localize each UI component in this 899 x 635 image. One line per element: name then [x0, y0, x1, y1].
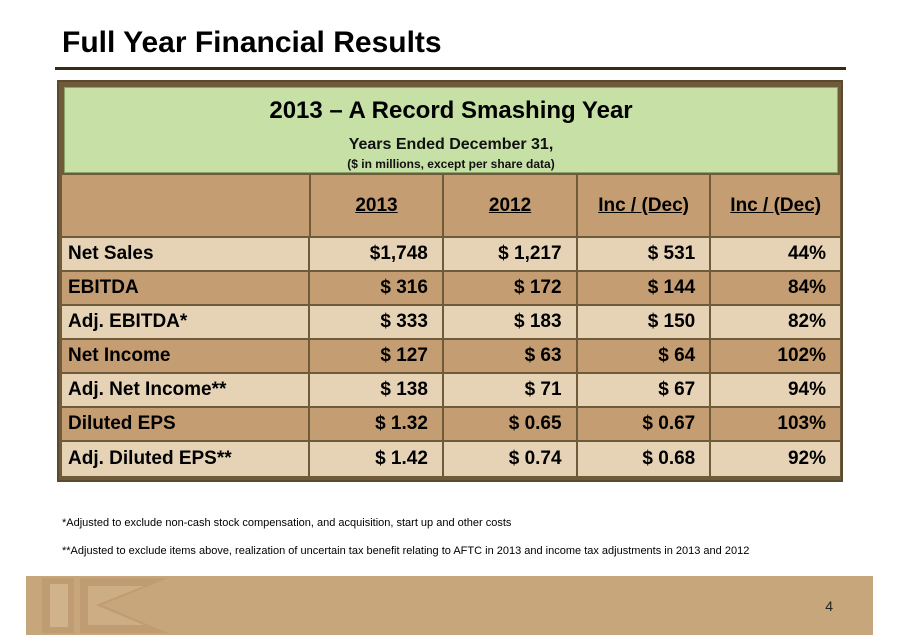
table-row: Diluted EPS $ 1.32 $ 0.65 $ 0.67 103% [62, 408, 840, 442]
table-title: 2013 – A Record Smashing Year [269, 97, 633, 124]
column-header-inc-amount: Inc / (Dec) [578, 175, 712, 236]
title-divider [55, 67, 846, 70]
cell-inc-amount: $ 0.68 [578, 442, 712, 476]
cell-inc-percent: 82% [787, 311, 826, 332]
cell-2013: $ 1.32 [310, 408, 444, 440]
row-label: Adj. EBITDA* [62, 306, 311, 338]
cell-inc-amount: $ 67 [578, 374, 712, 406]
cell-inc-percent: 103% [777, 413, 826, 434]
cell-inc-amount: $ 150 [578, 306, 712, 338]
cell-2012: $ 71 [444, 374, 578, 406]
table-row: Adj. EBITDA* $ 333 $ 183 $ 150 82% [62, 306, 840, 340]
cell-inc-amount: $ 64 [578, 340, 712, 372]
table-header: 2013 – A Record Smashing Year Years Ende… [64, 87, 838, 173]
cell-inc-percent: 44% [787, 243, 826, 264]
row-label: Net Sales [62, 238, 311, 270]
cell-inc-amount: $ 0.67 [578, 408, 712, 440]
cell-2012: $ 63 [444, 340, 578, 372]
cell-inc-percent: 102% [777, 345, 826, 366]
cell-2012: $ 0.74 [444, 442, 578, 476]
footnotes: *Adjusted to exclude non-cash stock comp… [62, 516, 762, 558]
cell-2013: $ 127 [310, 340, 444, 372]
column-header-2013: 2013 [311, 175, 445, 236]
results-table: 2013 – A Record Smashing Year Years Ende… [57, 80, 843, 482]
table-row: Adj. Diluted EPS** $ 1.42 $ 0.74 $ 0.68 … [62, 442, 840, 476]
row-label: Adj. Diluted EPS** [62, 442, 311, 476]
table-row: EBITDA $ 316 $ 172 $ 144 84% [62, 272, 840, 306]
cell-2013: $ 333 [310, 306, 444, 338]
table-subtitle: Years Ended December 31, [348, 136, 554, 153]
row-label: EBITDA [62, 272, 311, 304]
column-header-label [62, 175, 311, 236]
footnote-adjusted-net: **Adjusted to exclude items above, reali… [62, 545, 750, 557]
cell-2012: $ 1,217 [444, 238, 578, 270]
cell-2012: $ 172 [444, 272, 578, 304]
cell-2013: $ 316 [310, 272, 444, 304]
table-row: Net Sales $1,748 $ 1,217 $ 531 44% [62, 238, 840, 272]
cell-2013: $1,748 [310, 238, 444, 270]
row-label: Net Income [62, 340, 311, 372]
column-header-2012: 2012 [444, 175, 578, 236]
cell-inc-amount: $ 144 [578, 272, 712, 304]
table-units-note: ($ in millions, except per share data) [347, 157, 555, 171]
table-row: Adj. Net Income** $ 138 $ 71 $ 67 94% [62, 374, 840, 408]
footnote-adjusted: *Adjusted to exclude non-cash stock comp… [62, 517, 512, 529]
cell-inc-percent: 84% [787, 277, 826, 298]
cell-inc-amount: $ 531 [578, 238, 712, 270]
cell-2013: $ 1.42 [310, 442, 444, 476]
table-grid: 2013 2012 Inc / (Dec) Inc / (Dec) Net Sa… [62, 175, 840, 476]
page-number: 4 [825, 598, 833, 614]
column-header-inc-percent: Inc / (Dec) [730, 194, 822, 216]
column-header-row: 2013 2012 Inc / (Dec) Inc / (Dec) [62, 175, 840, 238]
page-title: Full Year Financial Results [62, 26, 442, 59]
cell-2013: $ 138 [310, 374, 444, 406]
cell-2012: $ 0.65 [444, 408, 578, 440]
footer-band: 4 [26, 576, 873, 635]
cell-inc-percent: 92% [787, 448, 826, 469]
table-row: Net Income $ 127 $ 63 $ 64 102% [62, 340, 840, 374]
cell-inc-percent: 94% [787, 379, 826, 400]
row-label: Diluted EPS [62, 408, 311, 440]
k-logo-icon [42, 578, 168, 633]
row-label: Adj. Net Income** [62, 374, 311, 406]
cell-2012: $ 183 [444, 306, 578, 338]
